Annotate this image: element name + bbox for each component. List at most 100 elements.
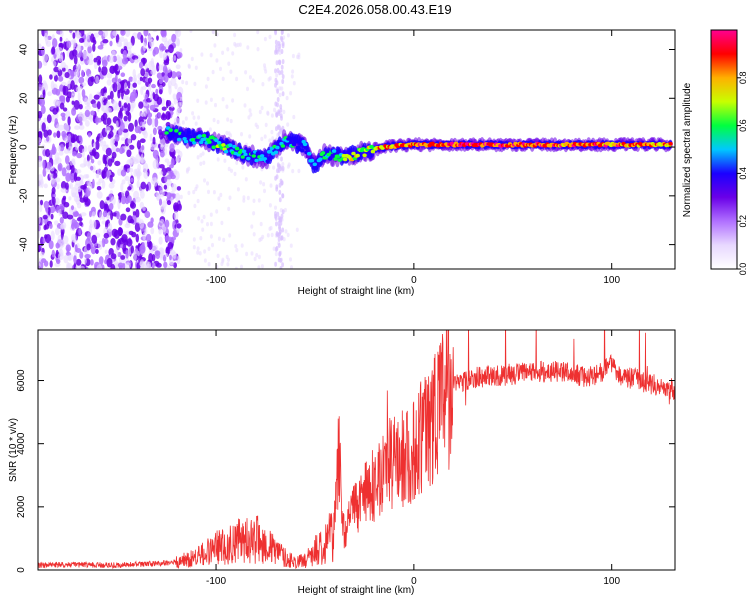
spectrogram-noise-cell [106,79,112,86]
spectrogram-noise-cell [142,206,146,211]
snr-y-axis-label: SNR (10 * v/v) [8,418,19,482]
spectrogram-noise-cell [61,130,67,138]
spectrogram-y-tick-label: 40 [19,44,30,56]
spectrogram-noise-cell [102,210,108,218]
spectrogram-faint-cell [200,219,204,224]
spectrogram-noise-cell [97,160,102,166]
spectrogram-streak-cell [278,60,282,66]
spectrogram-noise-cell [96,191,103,199]
spectrogram-noise-cell [142,85,147,91]
spectrogram-noise-cell [121,57,129,65]
spectrogram-noise-cell [136,140,141,150]
spectrogram-noise-cell [175,71,182,78]
spectrogram-noise-cell [49,149,56,155]
spectrogram-noise-cell [45,148,51,158]
spectrogram-noise-cell [78,124,85,130]
spectrogram-streak-cell [279,104,283,110]
spectrogram-noise-cell [70,173,75,183]
spectrogram-noise-cell [85,120,90,127]
spectrogram-noise-cell [111,50,116,57]
spectrogram-noise-cell [95,140,100,150]
spectrogram-noise-cell [145,233,152,243]
spectrogram-noise-cell [102,112,108,120]
spectrogram-faint-cell [238,42,242,47]
spectrogram-noise-cell [93,39,97,45]
spectrogram-noise-cell [41,82,49,92]
spectrogram-faint-cell [220,261,224,267]
spectrogram-noise-cell [64,72,70,79]
spectrogram-streak-cell [274,261,277,267]
spectrogram-noise-cell [135,208,140,219]
spectrogram-noise-cell [166,200,172,206]
spectrogram-faint-cell [194,121,198,126]
spectrogram-noise-cell [96,181,101,186]
spectrogram-noise-cell [120,72,126,77]
spectrogram-noise-cell [60,181,67,190]
spectrogram-noise-cell [165,235,170,242]
spectrogram-noise-cell [71,91,76,96]
spectrogram-faint-cell [280,86,284,91]
spectrogram-noise-cell [142,42,147,52]
spectrogram-trace-core [187,134,193,139]
spectrogram-noise-cell [176,51,183,59]
spectrogram-noise-cell [154,117,159,128]
spectrogram-noise-cell [104,259,108,265]
spectrogram-faint-cell [207,262,211,267]
spectrogram-faint-cell [236,187,240,192]
spectrogram-noise-cell [65,182,69,190]
spectrogram-noise-cell [123,115,128,122]
spectrogram-noise-cell [45,168,50,173]
spectrogram-noise-cell [43,224,47,231]
spectrogram-faint-cell [282,109,286,115]
spectrogram-faint-cell [203,249,207,254]
spectrogram-noise-cell [39,97,45,107]
spectrogram-streak-cell [279,166,283,172]
spectrogram-faint-cell [189,30,193,33]
spectrogram-noise-cell [38,229,41,239]
spectrogram-noise-cell [123,145,130,152]
spectrogram-noise-cell [63,123,70,133]
colorbar-tick-label: 0.6 [738,119,748,132]
spectrogram-noise-cell [62,195,67,201]
spectrogram-faint-cell [252,232,256,237]
spectrogram-noise-cell [66,214,74,220]
spectrogram-noise-cell [126,195,132,203]
spectrogram-noise-cell [113,106,117,111]
spectrogram-noise-cell [48,240,54,250]
colorbar-tick-label: 0.4 [738,167,748,180]
spectrogram-streak-cell [274,211,277,217]
spectrogram-noise-cell [41,217,45,227]
spectrogram-noise-cell [114,160,121,167]
spectrogram-noise-cell [90,259,94,266]
spectrogram-noise-cell [156,96,163,106]
spectrogram-noise-cell [112,30,118,37]
spectrogram-faint-cell [211,69,215,75]
spectrogram-noise-cell [41,46,45,56]
spectrogram-frame [37,29,676,270]
spectrogram-noise-cell [130,91,136,102]
spectrogram-y-tick-label: 20 [19,92,30,104]
spectrogram-trace-core [251,154,256,158]
spectrogram-noise-cell [63,201,70,208]
spectrogram-noise-cell [65,172,71,182]
spectrogram-faint-cell [256,30,260,35]
spectrogram-faint-cell [227,166,231,172]
spectrogram-noise-cell [96,60,101,66]
spectrogram-noise-cell [57,145,61,152]
spectrogram-noise-cell [58,209,62,217]
spectrogram-faint-cell [192,245,196,250]
spectrogram-noise-cell [74,125,80,130]
spectrogram-streak-cell [280,49,284,54]
spectrogram-noise-cell [115,147,120,153]
page-title: C2E4.2026.058.00.43.E19 [298,2,451,17]
spectrogram-faint-cell [214,102,217,108]
spectrogram-noise-cell [95,249,99,254]
spectrogram-noise-cell [169,254,172,261]
spectrogram-streak-cell [274,68,277,74]
spectrogram-noise-cell [57,65,61,71]
spectrogram-noise-cell [92,142,97,149]
spectrogram-noise-cell [160,143,164,151]
spectrogram-faint-cell [179,48,183,53]
